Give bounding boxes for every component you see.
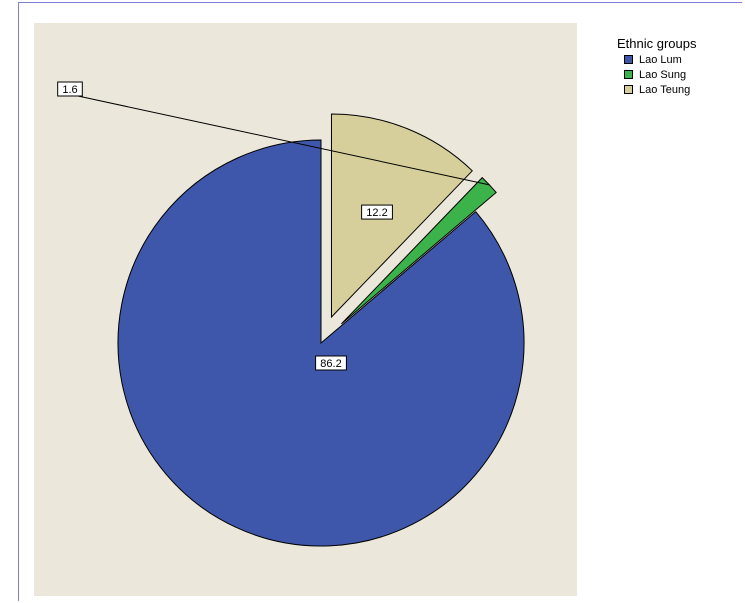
- chart-frame: [18, 2, 742, 601]
- pie-slices: [117, 113, 525, 547]
- data-label-box-lao-lum: [315, 355, 347, 371]
- data-label-lao-teung: 12.2: [366, 207, 387, 219]
- legend: Ethnic groups Lao Lum Lao Sung Lao Teung: [617, 36, 697, 97]
- legend-title: Ethnic groups: [617, 36, 697, 51]
- pie-slice-lao-lum: [117, 139, 525, 547]
- legend-item-lao-lum: Lao Lum: [624, 52, 697, 67]
- data-labels: 86.2 1.6 12.2: [57, 81, 490, 371]
- data-label-box-lao-teung: [361, 204, 393, 220]
- legend-label-lao-teung: Lao Teung: [639, 83, 691, 96]
- legend-label-lao-lum: Lao Lum: [639, 53, 682, 66]
- pie-slice-lao-teung: [330, 113, 473, 319]
- data-label-lao-lum: 86.2: [320, 358, 341, 370]
- legend-swatch-lao-teung: [624, 85, 633, 94]
- data-label-box-lao-sung: [57, 81, 83, 97]
- legend-item-lao-sung: Lao Sung: [624, 67, 697, 82]
- pie-slice-lao-sung: [341, 176, 497, 325]
- leader-line-lao-sung: [77, 95, 490, 186]
- legend-swatch-lao-sung: [624, 70, 633, 79]
- legend-item-lao-teung: Lao Teung: [624, 82, 697, 97]
- legend-swatch-lao-lum: [624, 55, 633, 64]
- data-label-lao-sung: 1.6: [62, 84, 77, 96]
- legend-label-lao-sung: Lao Sung: [639, 68, 687, 81]
